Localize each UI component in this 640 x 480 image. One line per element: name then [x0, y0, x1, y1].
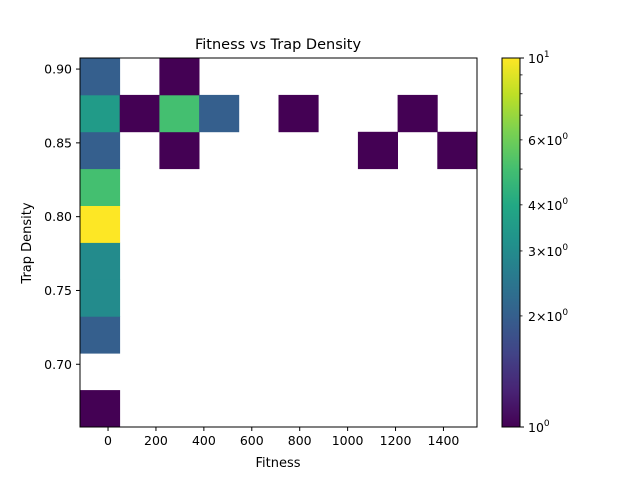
- heatmap-cell: [80, 131, 121, 170]
- heatmap-cell: [80, 58, 121, 96]
- heatmap-cell: [159, 58, 200, 96]
- y-tick-label: 0.90: [44, 62, 72, 77]
- x-tick-label: 600: [240, 433, 264, 448]
- y-tick-label: 0.70: [44, 357, 72, 372]
- y-tick-label: 0.80: [44, 209, 72, 224]
- colorbar-minor-label: 3×100: [528, 243, 568, 259]
- heatmap-cell: [199, 94, 240, 133]
- x-tick-label: 200: [144, 433, 168, 448]
- x-tick-label: 400: [192, 433, 216, 448]
- heatmap-cell: [278, 94, 319, 133]
- heatmap-cell: [80, 316, 121, 354]
- heatmap-cell: [80, 205, 121, 243]
- heatmap-cell: [80, 168, 121, 206]
- x-tick-label: 800: [288, 433, 312, 448]
- heatmap-cell: [80, 94, 121, 133]
- colorbar-major-label: 100: [528, 419, 550, 435]
- colorbar-major-label: 101: [528, 50, 550, 66]
- colorbar-minor-label: 2×100: [528, 308, 568, 324]
- y-axis-label: Trap Density: [20, 202, 35, 284]
- x-axis-ticks: 0 200 400 600 800 1000 1200 1400: [104, 427, 459, 448]
- colorbar: [501, 57, 521, 428]
- x-tick-label: 1000: [332, 433, 364, 448]
- plot-frame: [79, 57, 478, 428]
- y-tick-label: 0.75: [44, 283, 72, 298]
- heatmap-cell: [119, 94, 160, 133]
- colorbar-ticks: 100 101 2×100 3×100 4×100 6×100: [520, 50, 568, 435]
- heatmap-cell: [357, 131, 398, 170]
- heatmap-cell: [397, 94, 438, 133]
- heatmap-cell: [80, 279, 121, 317]
- heatmap-cell: [159, 94, 200, 133]
- heatmap-cell: [159, 131, 200, 170]
- x-axis-label: Fitness: [255, 456, 300, 471]
- heatmap-cells: [80, 58, 478, 428]
- x-tick-label: 1200: [380, 433, 412, 448]
- y-tick-label: 0.85: [44, 135, 72, 150]
- x-tick-label: 0: [104, 433, 112, 448]
- colorbar-minor-label: 6×100: [528, 132, 568, 148]
- y-axis-ticks: 0.70 0.75 0.80 0.85 0.90: [44, 62, 80, 372]
- heatmap-cell: [437, 131, 478, 170]
- chart-title: Fitness vs Trap Density: [195, 37, 362, 53]
- heatmap-cell: [80, 390, 121, 428]
- colorbar-minor-label: 4×100: [528, 197, 568, 213]
- x-tick-label: 1400: [428, 433, 460, 448]
- heatmap-cell: [80, 242, 121, 280]
